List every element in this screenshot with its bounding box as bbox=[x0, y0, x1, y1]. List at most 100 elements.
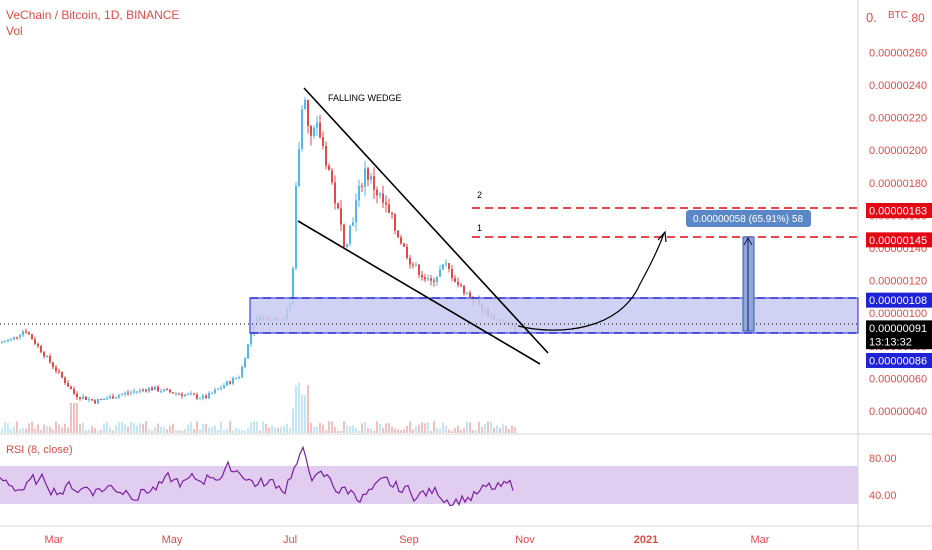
volume-bar bbox=[457, 425, 459, 433]
candle-body bbox=[82, 396, 84, 399]
price-tags: 0.00000163 0.00000145 0.00000108 0.00000091… bbox=[866, 203, 932, 368]
candle-body bbox=[349, 225, 351, 244]
price-tick-label: 0.00000200 bbox=[869, 145, 927, 157]
rsi-axis[interactable]: 80.00 40.00 bbox=[869, 453, 897, 502]
candle-body bbox=[100, 399, 102, 401]
volume-bar bbox=[475, 429, 477, 433]
volume-bar bbox=[487, 421, 489, 433]
candle-body bbox=[307, 99, 309, 126]
candle-body bbox=[292, 268, 294, 304]
volume-bar bbox=[7, 423, 9, 433]
volume-bar bbox=[124, 424, 126, 433]
volume-bar bbox=[109, 427, 111, 433]
candle-body bbox=[34, 339, 36, 344]
measure-tooltip[interactable]: 0.00000058 (65.91%) 58 bbox=[686, 210, 811, 227]
candle-body bbox=[133, 391, 135, 393]
candle-body bbox=[316, 122, 318, 128]
volume-bar bbox=[160, 427, 162, 433]
price-tick-label: 0.00000240 bbox=[869, 80, 927, 92]
time-axis-label: Nov bbox=[515, 534, 535, 546]
price-tick-label: 0.00000180 bbox=[869, 178, 927, 190]
wedge-lower-line[interactable] bbox=[297, 220, 541, 365]
volume-bar bbox=[472, 430, 474, 433]
volume-bar bbox=[34, 428, 36, 433]
wedge-upper-line[interactable] bbox=[303, 87, 549, 354]
top-tick-suffix: .80 bbox=[908, 11, 925, 25]
volume-bar bbox=[343, 421, 345, 433]
volume-bar bbox=[325, 430, 327, 433]
candle-body bbox=[145, 389, 147, 392]
candle-body bbox=[328, 165, 330, 171]
volume-indicator-label[interactable]: Vol bbox=[6, 24, 23, 38]
volume-bar bbox=[514, 426, 516, 433]
time-axis-label: 2021 bbox=[634, 534, 658, 546]
candle-body bbox=[37, 343, 39, 346]
volume-bar bbox=[169, 425, 171, 433]
volume-bar bbox=[493, 427, 495, 433]
candle-body bbox=[91, 399, 93, 401]
candle-body bbox=[295, 186, 297, 269]
candle-body bbox=[247, 344, 249, 359]
candle-body bbox=[226, 381, 228, 386]
volume-bar bbox=[19, 429, 21, 433]
volume-bar bbox=[460, 429, 462, 433]
target-1-label: 1 bbox=[477, 223, 482, 233]
volume-bar bbox=[367, 428, 369, 433]
candle-body bbox=[160, 391, 162, 393]
volume-bar bbox=[283, 425, 285, 433]
candles[interactable] bbox=[1, 96, 516, 405]
candle-body bbox=[61, 371, 63, 378]
price-tag-text: 0.00000091 bbox=[869, 323, 927, 335]
volume-bar bbox=[136, 425, 138, 433]
volume-bar bbox=[205, 423, 207, 433]
volume-bar bbox=[298, 382, 300, 433]
volume-bar bbox=[247, 427, 249, 433]
candle-body bbox=[211, 392, 213, 394]
volume-bar bbox=[496, 425, 498, 433]
volume-bar bbox=[286, 423, 288, 433]
volume-bar bbox=[346, 425, 348, 433]
candle-body bbox=[250, 333, 252, 345]
falling-wedge-label[interactable]: FALLING WEDGE bbox=[328, 93, 402, 103]
volume-bar bbox=[484, 424, 486, 433]
volume-bar bbox=[328, 421, 330, 433]
candle-body bbox=[379, 193, 381, 196]
volume-bar bbox=[211, 427, 213, 433]
candle-body bbox=[115, 397, 117, 399]
volume-bar bbox=[4, 422, 6, 433]
volume-bar bbox=[208, 427, 210, 433]
candle-body bbox=[148, 387, 150, 392]
price-tag-text: 0.00000163 bbox=[869, 206, 927, 218]
candle-body bbox=[403, 243, 405, 247]
volume-bar bbox=[385, 423, 387, 433]
time-axis[interactable]: Mar May Jul Sep Nov 2021 Mar bbox=[45, 534, 770, 546]
candle-body bbox=[28, 332, 30, 335]
candle-body bbox=[79, 397, 81, 399]
candle-body bbox=[16, 336, 18, 338]
volume-bar bbox=[337, 430, 339, 433]
volume-bar bbox=[151, 430, 153, 433]
volume-bar bbox=[85, 430, 87, 433]
volume-bar bbox=[409, 421, 411, 433]
candle-body bbox=[439, 269, 441, 277]
volume-bar bbox=[301, 394, 303, 433]
demand-zone[interactable] bbox=[249, 297, 859, 334]
rsi-line[interactable] bbox=[0, 445, 514, 507]
candle-body bbox=[208, 393, 210, 399]
volume-bar bbox=[466, 421, 468, 433]
volume-bar bbox=[454, 427, 456, 433]
candle-body bbox=[223, 385, 225, 388]
volume-bar bbox=[127, 426, 129, 433]
volume-bar bbox=[190, 421, 192, 433]
projection-curve[interactable] bbox=[517, 232, 665, 331]
volume-bar bbox=[100, 429, 102, 433]
symbol-title[interactable]: VeChain / Bitcoin, 1D, BINANCE bbox=[6, 8, 180, 22]
candle-body bbox=[385, 202, 387, 205]
candle-body bbox=[457, 281, 459, 285]
candle-body bbox=[19, 335, 21, 338]
volume-bar bbox=[181, 430, 183, 433]
volume-bar bbox=[358, 430, 360, 433]
candle-body bbox=[154, 386, 156, 391]
rsi-indicator-label[interactable]: RSI (8, close) bbox=[6, 444, 73, 456]
